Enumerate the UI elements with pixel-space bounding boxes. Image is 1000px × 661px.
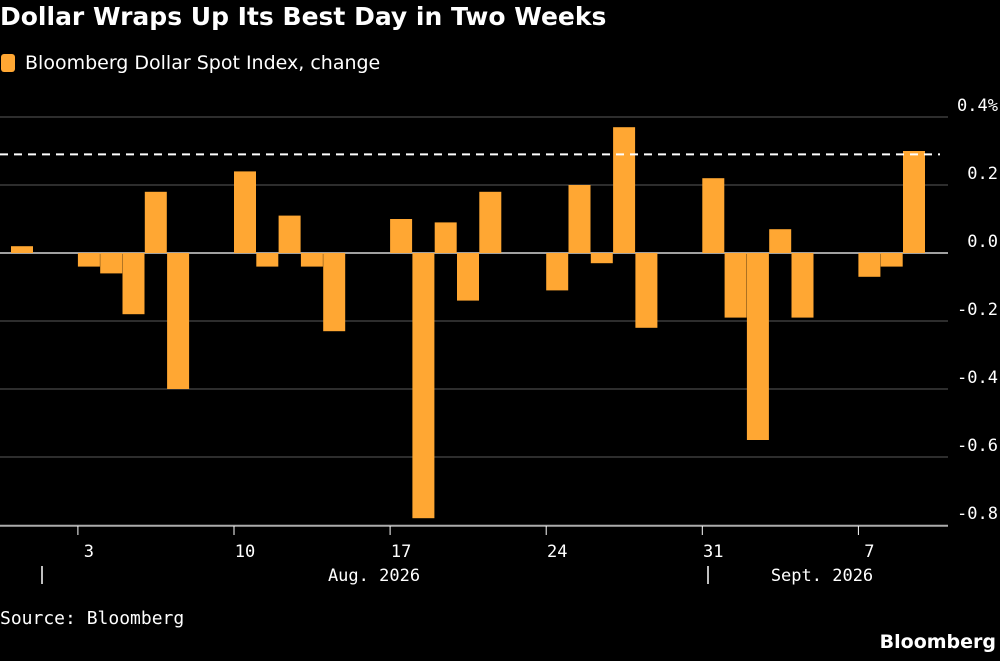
bar — [613, 127, 636, 253]
bar — [167, 253, 190, 389]
y-tick-label: -0.2 — [957, 300, 998, 320]
legend-swatch — [1, 54, 15, 72]
legend: Bloomberg Dollar Spot Index, change — [0, 50, 380, 76]
bar — [434, 222, 457, 253]
bar — [122, 253, 145, 315]
bar-chart: 0.4% 0.2 0.0 -0.2 -0.4 -0.6 -0.8 3 10 17 24 31 7 Aug… — [0, 96, 998, 586]
brand-logo: Bloomberg — [879, 631, 996, 653]
bar — [412, 253, 435, 519]
bar — [858, 253, 881, 277]
bar — [144, 191, 167, 253]
y-tick-label: -0.4 — [957, 368, 998, 388]
chart-title: Dollar Wraps Up Its Best Day in Two Week… — [0, 2, 607, 31]
legend-label: Bloomberg Dollar Spot Index, change — [25, 52, 381, 74]
bar — [903, 151, 925, 253]
bar — [100, 253, 123, 274]
y-tick-label: 0.4% — [957, 96, 998, 116]
y-tick-label: -0.6 — [957, 436, 998, 456]
bar — [300, 253, 323, 267]
bar — [568, 185, 591, 253]
bar — [590, 253, 613, 264]
x-tick-label: 7 — [864, 542, 874, 562]
bar — [546, 253, 569, 291]
bar — [769, 229, 792, 253]
x-tick-label: 10 — [235, 542, 255, 562]
y-tick-label: -0.8 — [957, 504, 998, 524]
y-tick-label: 0.2 — [967, 164, 998, 184]
bar — [323, 253, 346, 332]
bars — [11, 127, 925, 519]
bar — [702, 178, 725, 253]
x-tick-label: 31 — [703, 542, 723, 562]
bar — [457, 253, 479, 301]
x-tick-label: 17 — [391, 542, 411, 562]
bar — [11, 246, 33, 253]
bar — [77, 253, 100, 267]
grid-lines — [0, 116, 948, 526]
x-tick-label: 3 — [84, 542, 94, 562]
bar — [746, 253, 769, 440]
y-axis-tick-labels: 0.4% 0.2 0.0 -0.2 -0.4 -0.6 -0.8 — [957, 96, 998, 524]
x-tick-label: 24 — [547, 542, 567, 562]
bar — [278, 215, 301, 253]
bar — [635, 253, 658, 328]
y-tick-label: 0.0 — [967, 232, 998, 252]
x-axis: 3 10 17 24 31 7 Aug. 2026 Sept. 2026 — [0, 525, 948, 586]
bar — [479, 191, 502, 253]
source-note: Source: Bloomberg — [0, 608, 185, 629]
bar — [880, 253, 903, 267]
bar — [791, 253, 814, 318]
bar — [724, 253, 747, 318]
month-label: Sept. 2026 — [771, 566, 873, 586]
month-label: Aug. 2026 — [328, 566, 420, 586]
bar — [390, 219, 413, 253]
bar — [234, 171, 256, 253]
bar — [256, 253, 279, 267]
